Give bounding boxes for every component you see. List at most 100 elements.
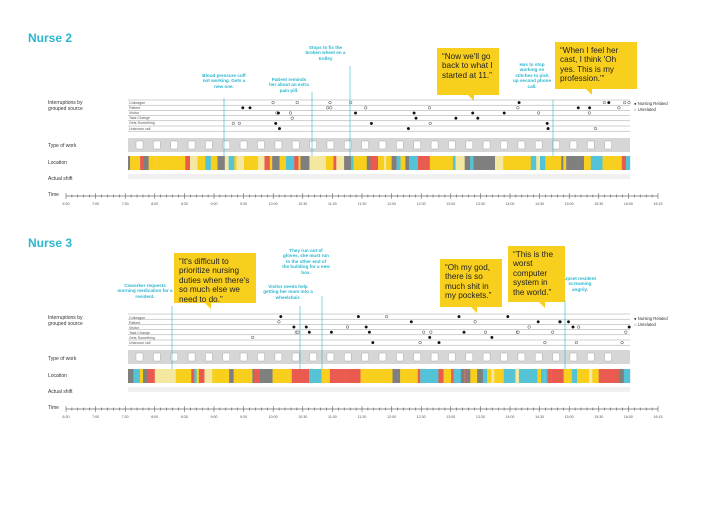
n2-time-label: 9:30 <box>240 202 247 206</box>
n2-location-segment <box>143 156 149 170</box>
n2-interruption-marker <box>326 106 330 110</box>
n2-location-segment <box>510 156 531 170</box>
quote-back-to-11: “Now we'll go back to what I started at … <box>437 48 499 101</box>
n3-location-segment <box>417 369 421 383</box>
n2-interruption-marker <box>369 121 373 125</box>
n2-location-segment <box>258 156 265 170</box>
n3-interruption-marker <box>620 341 624 345</box>
nurse-2-time-label: Time <box>48 192 59 198</box>
n3-location-segment <box>464 369 467 383</box>
n2-legend-unrelated-label: Unrelated <box>637 107 656 112</box>
n3-location-segment <box>537 369 542 383</box>
n2-work-icon <box>344 140 352 150</box>
n3-interruption-marker <box>462 330 466 334</box>
n3-location-segment <box>503 369 512 383</box>
n3-location-segment <box>291 369 310 383</box>
n2-location-segment <box>503 156 511 170</box>
n3-location-segment <box>453 369 462 383</box>
n2-work-icon <box>153 140 161 150</box>
n3-interruption-marker <box>567 320 571 324</box>
n2-location-segment <box>140 156 145 170</box>
n3-work-icon <box>378 352 387 362</box>
quote-prioritize: “It's difficult to prioritize nursing du… <box>174 253 256 309</box>
n3-work-icon <box>205 352 213 362</box>
n2-location-segment <box>473 156 496 170</box>
n3-time-label: 6:30 <box>63 415 70 419</box>
n3-location-segment <box>377 369 393 383</box>
n3-location-segment <box>563 369 573 383</box>
quote-pockets: “Oh my god, there is so much shit in my … <box>440 259 502 313</box>
n2-interruption-marker <box>412 111 416 115</box>
n2-work-icon <box>222 140 231 150</box>
n3-interruption-marker <box>409 320 413 324</box>
n3-work-icon <box>153 352 161 362</box>
n3-location-segment <box>571 369 578 383</box>
n2-location-segment <box>353 156 367 170</box>
n3-location-segment <box>183 369 192 383</box>
n3-interruption-marker <box>516 330 520 334</box>
n3-interruption-marker <box>307 330 311 334</box>
n3-location-segment <box>592 369 599 383</box>
n3-interruption-marker <box>356 315 360 319</box>
n3-location-segment <box>147 369 155 383</box>
n2-location-segment <box>130 156 132 170</box>
n3-location-segment <box>217 369 226 383</box>
n2-location-segment <box>452 156 456 170</box>
n2-time-label: 6:30 <box>63 202 70 206</box>
n2-location-segment <box>609 156 615 170</box>
nurse-2-type-of-work-label: Type of work <box>48 143 77 149</box>
n2-interruption-marker <box>588 106 592 110</box>
n2-work-icon <box>309 140 317 150</box>
n3-interruption-marker <box>577 325 581 329</box>
n3-work-icon <box>135 352 144 362</box>
n2-interruption-marker <box>248 106 252 110</box>
n3-int-task-change: Task Change <box>129 331 150 335</box>
n3-interruption-marker <box>292 325 296 329</box>
n2-location-segment <box>540 156 546 170</box>
n2-interruption-marker <box>289 111 293 115</box>
n3-interruption-marker <box>304 325 308 329</box>
n2-location-segment <box>190 156 198 170</box>
n2-location-segment <box>281 156 287 170</box>
n2-location-segment <box>236 156 245 170</box>
n2-location-segment <box>269 156 273 170</box>
n3-interruption-marker <box>346 325 350 329</box>
callout-trolley: Stops to fix the broken wheel on a troll… <box>305 45 346 61</box>
n2-location-segment <box>606 156 610 170</box>
n2-location-segment <box>131 156 141 170</box>
n2-interruption-marker <box>354 111 358 115</box>
n2-location-segment <box>285 156 295 170</box>
n3-location-segment <box>143 369 148 383</box>
n3-time-label: 14:00 <box>506 415 515 419</box>
n2-location-segment <box>621 156 627 170</box>
n2-interruption-marker <box>602 101 606 105</box>
n3-interruption-marker <box>571 325 575 329</box>
n3-location-segment <box>496 369 503 383</box>
n3-time-label: 13:00 <box>446 415 455 419</box>
n2-location-segment <box>386 156 392 170</box>
n2-int-visitor: Visitor <box>129 111 139 115</box>
n3-time-label: 16:00 <box>624 415 633 419</box>
n2-interruption-marker <box>290 116 294 120</box>
n3-work-icon <box>482 352 491 362</box>
n2-time-label: 16:00 <box>624 202 633 206</box>
n2-work-icon <box>517 140 526 150</box>
n2-interruption-marker <box>276 111 280 115</box>
n2-interruption-marker <box>414 116 418 120</box>
n2-legend-related: ● Nursing Related <box>634 101 668 106</box>
n3-interruption-marker <box>279 315 283 319</box>
n2-time-label: 15:00 <box>565 202 574 206</box>
n2-interruption-marker <box>627 101 631 105</box>
nurse-3-location-label: Location <box>48 373 67 379</box>
n3-location-segment <box>547 369 552 383</box>
n2-location-segment <box>224 156 229 170</box>
n3-location-segment <box>373 369 378 383</box>
n3-location-segment <box>400 369 416 383</box>
n2-interruption-marker <box>623 101 627 105</box>
n2-int-patient: Patient <box>129 106 141 110</box>
n2-location-segment <box>370 156 379 170</box>
n3-location-segment <box>229 369 234 383</box>
n2-time-label: 13:30 <box>476 202 485 206</box>
n2-int-task-change: Task Change <box>129 116 150 120</box>
